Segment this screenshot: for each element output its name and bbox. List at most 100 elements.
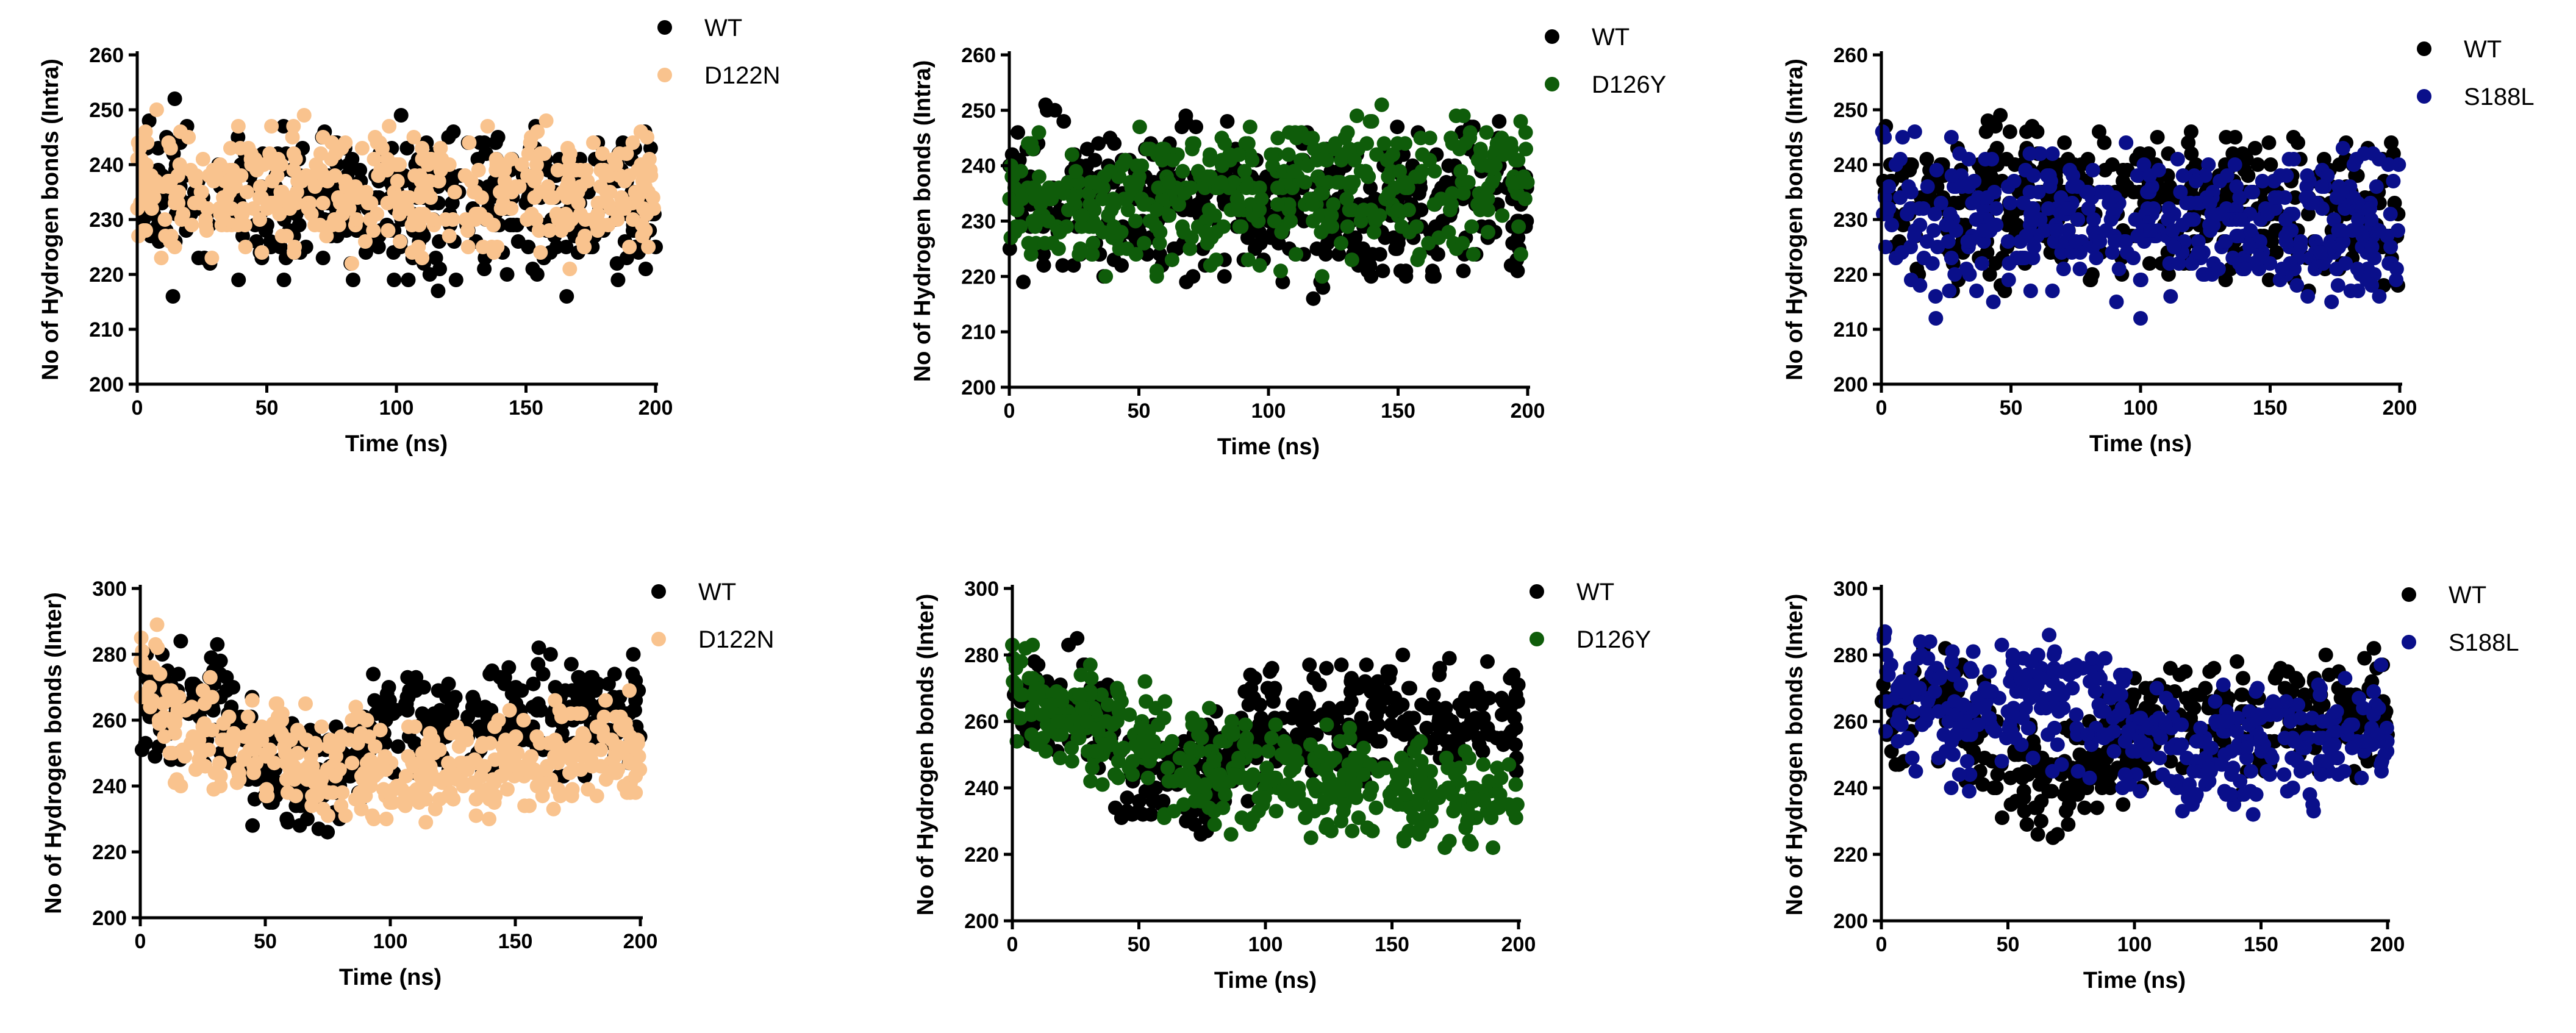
data-point — [579, 163, 594, 177]
data-point — [2068, 234, 2083, 249]
x-tick-label: 0 — [132, 396, 143, 420]
data-point — [1007, 181, 1022, 195]
data-point — [1176, 224, 1191, 240]
y-tick-label: 240 — [964, 777, 999, 800]
data-point — [1398, 760, 1413, 776]
data-point — [589, 719, 604, 734]
data-point — [1149, 263, 1164, 279]
data-point — [1506, 804, 1521, 819]
data-point — [2314, 179, 2330, 194]
data-point — [1963, 660, 1978, 676]
data-point — [1162, 208, 1177, 223]
data-point — [1319, 660, 1334, 676]
data-point — [1036, 258, 1051, 273]
data-point — [210, 637, 225, 652]
data-point — [1302, 657, 1317, 673]
data-point — [1306, 291, 1321, 306]
data-point — [1422, 130, 1437, 146]
data-point — [245, 693, 260, 708]
y-tick-label: 220 — [1833, 263, 1868, 287]
y-tick-label: 280 — [92, 643, 127, 667]
data-point — [1376, 136, 1392, 151]
data-point — [1198, 777, 1213, 792]
data-point — [1245, 810, 1261, 825]
data-point — [298, 240, 313, 254]
data-point — [315, 251, 331, 265]
data-point — [431, 284, 446, 298]
data-point — [1334, 657, 1349, 673]
data-point — [630, 190, 645, 205]
legend-marker — [657, 68, 672, 82]
data-point — [408, 683, 423, 698]
data-point — [1476, 191, 1492, 207]
data-point — [252, 212, 267, 227]
data-point — [2277, 731, 2292, 746]
data-point — [324, 135, 340, 150]
data-point — [1368, 800, 1384, 815]
data-point — [523, 135, 538, 150]
data-point — [2133, 273, 2148, 287]
data-point — [1410, 252, 1425, 268]
data-point — [1275, 274, 1290, 290]
data-point — [1392, 720, 1407, 735]
data-point — [2084, 267, 2100, 282]
data-point — [1140, 770, 1156, 785]
data-point — [1203, 169, 1218, 184]
legend-marker — [2417, 89, 2431, 104]
data-point — [187, 168, 202, 183]
data-point — [1381, 186, 1397, 201]
data-point — [2261, 273, 2277, 287]
data-point — [546, 801, 561, 817]
data-point — [2236, 671, 2250, 686]
data-point — [610, 273, 626, 287]
x-tick-label: 50 — [1128, 933, 1151, 956]
data-point — [1894, 245, 1909, 260]
data-point — [1111, 770, 1126, 785]
data-point — [154, 251, 169, 265]
data-point — [2097, 163, 2113, 177]
data-point — [456, 779, 471, 793]
data-point — [1218, 787, 1233, 802]
data-point — [460, 240, 476, 254]
data-point — [524, 749, 539, 764]
x-tick-label: 200 — [623, 930, 658, 953]
data-point — [2334, 185, 2350, 199]
data-point — [2372, 289, 2387, 304]
data-point — [212, 201, 227, 216]
data-point — [249, 756, 264, 771]
data-point — [479, 212, 494, 227]
data-point — [240, 709, 256, 724]
data-point — [488, 135, 503, 150]
data-point — [2150, 130, 2165, 145]
data-point — [1505, 174, 1520, 190]
data-point — [529, 267, 545, 282]
data-point — [1486, 840, 1501, 856]
data-point — [1326, 197, 1341, 212]
data-point — [1492, 797, 1507, 812]
data-point — [2086, 212, 2102, 227]
data-point — [1339, 191, 1354, 207]
legend-label: WT — [704, 15, 742, 41]
data-point — [2384, 135, 2399, 150]
data-point — [423, 726, 438, 741]
data-point — [512, 179, 527, 194]
data-point — [467, 185, 482, 199]
y-tick-label: 210 — [1833, 318, 1868, 341]
data-point — [2015, 251, 2030, 265]
data-point — [630, 762, 645, 777]
data-point — [2263, 767, 2277, 782]
data-point — [560, 141, 575, 155]
data-point — [2062, 781, 2077, 795]
data-point — [1152, 247, 1167, 262]
data-point — [1281, 197, 1297, 212]
data-point — [400, 670, 415, 685]
x-tick-label: 50 — [1128, 399, 1151, 423]
data-point — [2352, 690, 2367, 706]
data-point — [1446, 804, 1461, 819]
data-point — [2273, 168, 2288, 183]
data-point — [1396, 147, 1411, 162]
data-point — [1120, 202, 1136, 218]
data-point — [2092, 124, 2106, 139]
data-point — [1461, 174, 1476, 190]
data-point — [2391, 223, 2405, 238]
